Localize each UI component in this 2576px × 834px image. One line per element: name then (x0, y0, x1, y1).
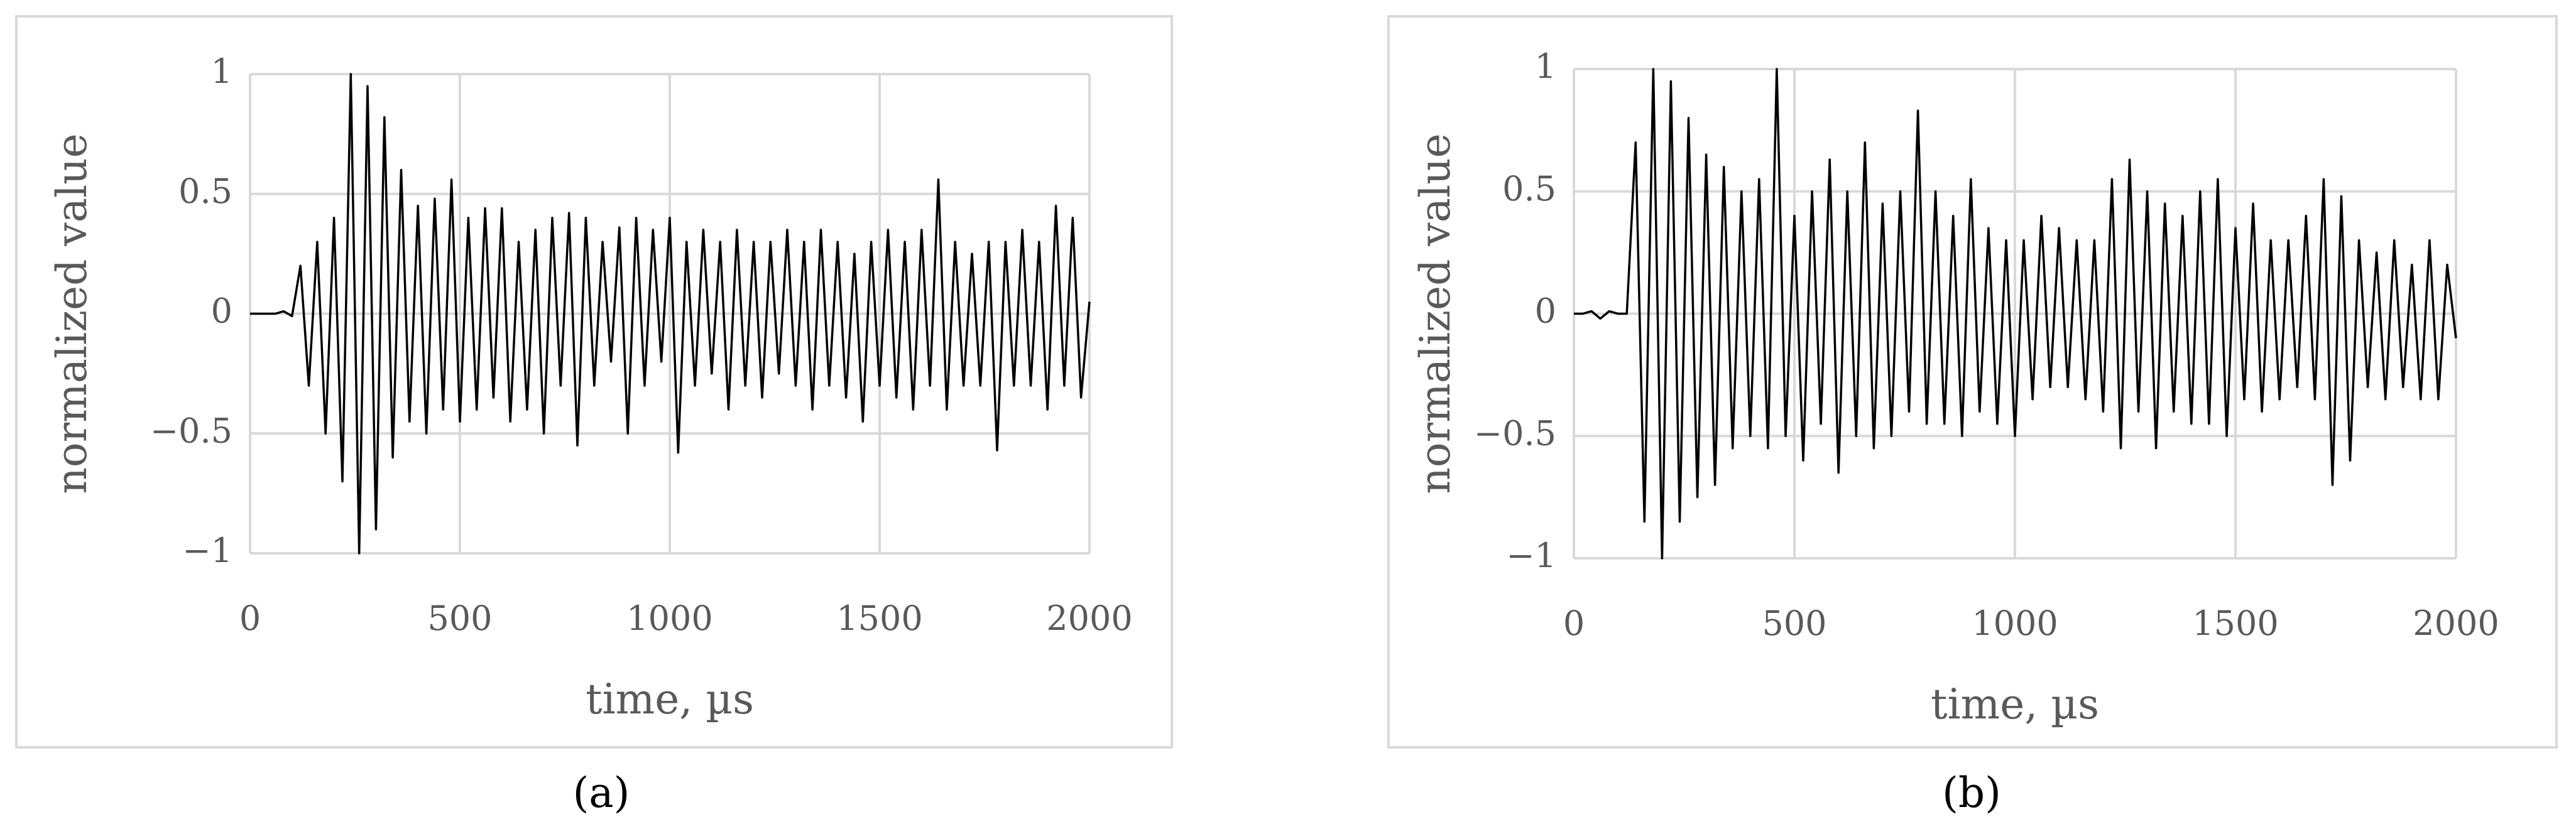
x-tick-label: 500 (427, 598, 492, 638)
panel-caption: (b) (1942, 769, 2001, 817)
y-tick-label: −0.5 (1474, 413, 1556, 453)
x-tick-label: 2000 (1046, 598, 1132, 638)
y-tick-label: −0.5 (150, 411, 232, 450)
y-tick-label: 1 (1535, 46, 1556, 86)
panel-caption: (a) (573, 769, 630, 817)
y-tick-label: 0.5 (1502, 169, 1556, 208)
x-tick-label: 1500 (836, 598, 922, 638)
x-tick-label: 1000 (626, 598, 712, 638)
y-tick-label: −1 (182, 531, 232, 570)
panel-frame (15, 15, 1173, 749)
x-tick-label: 1500 (2192, 604, 2278, 643)
x-axis-title: time, µs (586, 675, 754, 723)
y-tick-label: −1 (1506, 536, 1556, 575)
x-tick-label: 2000 (2413, 604, 2499, 643)
waveform-line (1574, 68, 2457, 560)
y-tick-label: 0 (211, 291, 232, 331)
x-tick-label: 0 (1563, 604, 1585, 643)
y-tick-label: 0.5 (178, 171, 232, 211)
y-axis-title: normalized value (1411, 133, 1460, 494)
y-tick-label: 0 (1535, 291, 1556, 331)
x-tick-label: 1000 (1972, 604, 2058, 643)
x-tick-label: 500 (1762, 604, 1826, 643)
waveform-line (250, 73, 1091, 555)
x-tick-label: 0 (239, 598, 261, 638)
x-axis-title: time, µs (1931, 680, 2099, 728)
y-tick-label: 1 (211, 51, 232, 91)
y-axis-title: normalized value (48, 133, 96, 494)
panel-frame (1387, 15, 2558, 749)
